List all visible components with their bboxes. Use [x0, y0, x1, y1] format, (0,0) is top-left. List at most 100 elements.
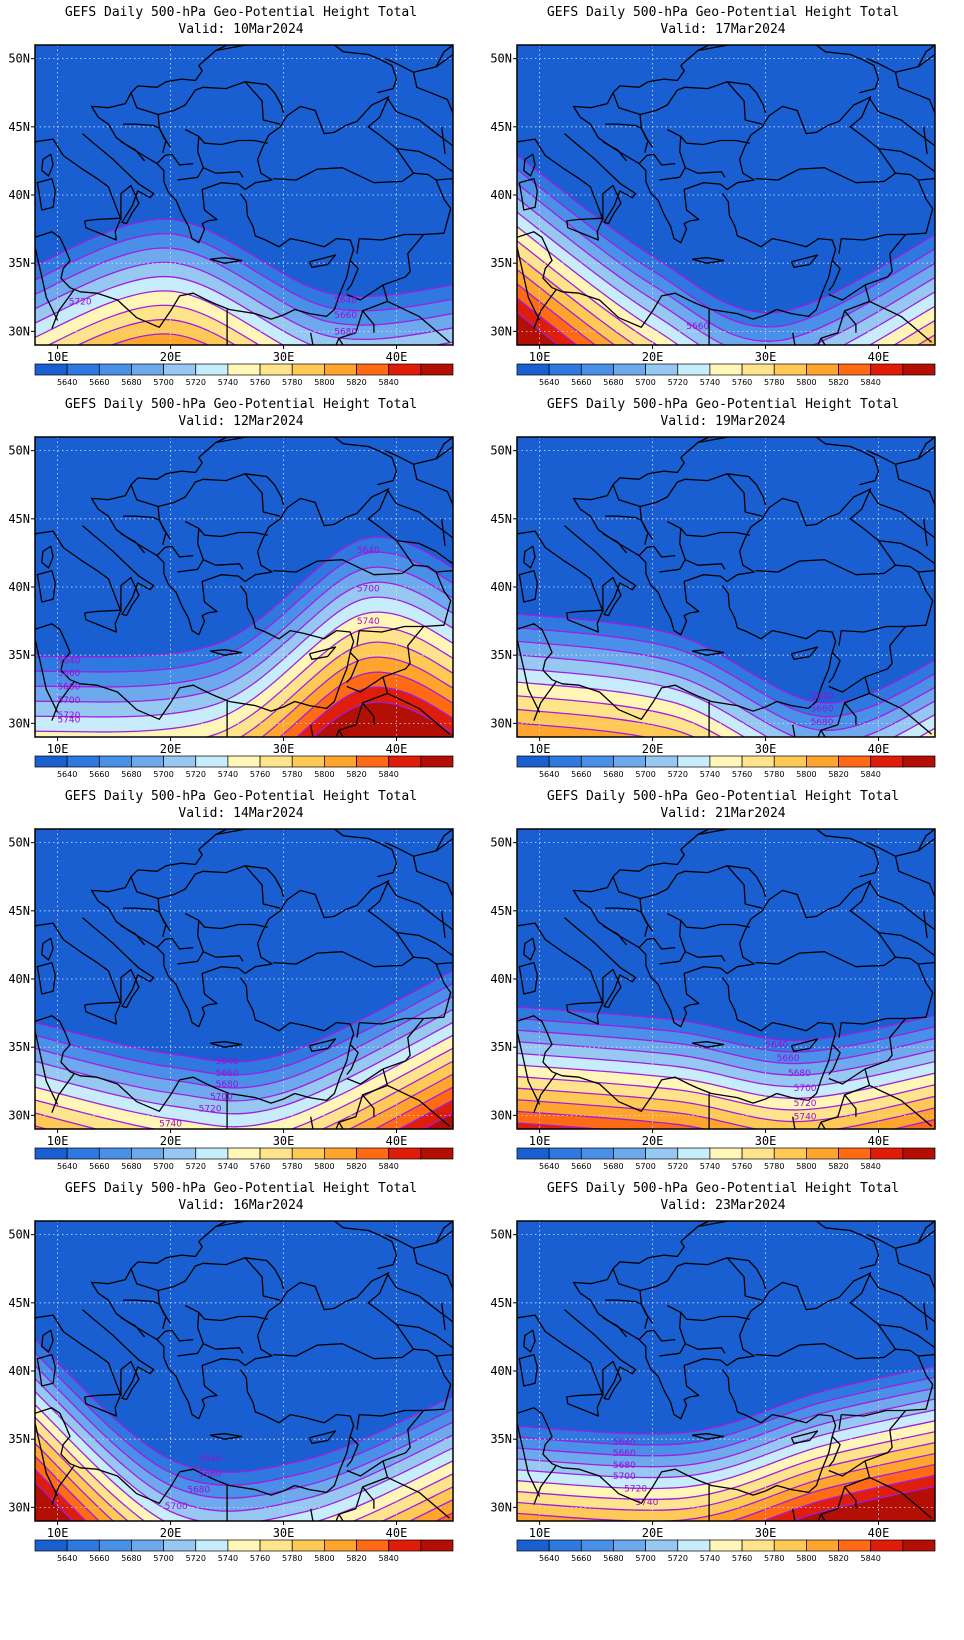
colorbar-swatch: [870, 1539, 904, 1552]
contour-line: [35, 611, 453, 733]
lon-label: 30E: [273, 1526, 295, 1540]
coastline: [838, 1022, 842, 1038]
panel-valid-date: Valid: 17Mar2024: [660, 22, 786, 37]
coastline: [36, 1353, 56, 1387]
coastline: [41, 937, 54, 961]
coastline: [653, 937, 676, 950]
colorbar-swatch: [324, 363, 357, 376]
lat-label: 30N: [490, 1500, 512, 1514]
coastline: [868, 1273, 935, 1323]
colorbar-swatch: [388, 363, 422, 376]
colorbar-swatch: [645, 755, 679, 768]
panel-valid-date: Valid: 19Mar2024: [660, 414, 786, 429]
coastline: [653, 545, 676, 558]
coastline: [820, 1094, 846, 1123]
coastline: [917, 45, 935, 68]
coastline: [412, 856, 453, 898]
colorbar-label: 5780: [764, 770, 784, 779]
contour-line: [517, 1029, 935, 1065]
coastline: [245, 473, 285, 506]
lon-label: 30E: [755, 350, 777, 364]
coastline: [566, 1001, 604, 1025]
lat-label: 50N: [490, 836, 512, 850]
contour-line: [517, 1052, 935, 1088]
colorbar-swatch: [388, 755, 422, 768]
colorbar-label: 5640: [539, 1162, 559, 1171]
lon-label: 20E: [160, 350, 182, 364]
coastline: [387, 1084, 451, 1127]
contour-line: [517, 708, 696, 737]
coastline: [691, 1041, 725, 1048]
coastline: [384, 445, 453, 465]
coastline: [158, 127, 172, 148]
colorbar-label: 5740: [700, 378, 720, 387]
coastline: [308, 1038, 337, 1052]
coastline: [346, 284, 384, 301]
lat-label: 35N: [490, 1432, 512, 1446]
coastline: [895, 172, 935, 181]
contour-label: 5700: [357, 584, 380, 594]
colorbar-label: 5720: [186, 1162, 206, 1171]
coastline: [612, 1268, 649, 1329]
coastline: [841, 1355, 934, 1417]
contour-label: 5740: [357, 617, 380, 627]
colorbar-swatch: [163, 363, 197, 376]
colorbar-label: 5740: [218, 1162, 238, 1171]
contour-label: 5660: [613, 1449, 636, 1459]
coastline: [640, 911, 654, 932]
coastline: [820, 1486, 846, 1515]
colorbar-label: 5720: [668, 378, 688, 387]
lat-label: 40N: [490, 580, 512, 594]
coastline: [346, 260, 359, 291]
contour-line: [35, 995, 453, 1089]
coastline: [157, 1257, 281, 1301]
height-map: 56405660568057005720574050N45N40N35N30N1…: [8, 828, 454, 1171]
coastline: [869, 300, 933, 343]
coastline: [346, 1460, 384, 1477]
colorbar-label: 5640: [57, 1554, 77, 1563]
contour-line: [35, 247, 453, 326]
coastline: [841, 179, 934, 241]
panel-title: GEFS Daily 500-hPa Geo-Potential Height …: [64, 397, 418, 412]
colorbar-swatch: [902, 1539, 936, 1552]
contour-line: [517, 211, 935, 345]
contour-label: 5720: [624, 1484, 647, 1494]
coastline: [566, 1393, 604, 1417]
lon-label: 40E: [868, 1134, 890, 1148]
coastline: [97, 880, 415, 1028]
contour-line: [35, 969, 453, 1063]
coastline: [895, 564, 935, 573]
coastline: [828, 1044, 841, 1075]
coastline: [691, 257, 725, 264]
coastline: [727, 865, 767, 898]
contour-label: 5700: [165, 1502, 188, 1512]
coastline: [605, 515, 642, 521]
coastline: [566, 217, 604, 241]
coastline: [158, 911, 172, 932]
coastline: [517, 585, 837, 720]
coastline: [869, 1084, 933, 1127]
panel-title: GEFS Daily 500-hPa Geo-Potential Height …: [546, 789, 900, 804]
forecast-panel: GEFS Daily 500-hPa Geo-Potential Height …: [0, 1176, 482, 1586]
colorbar-swatch: [195, 755, 229, 768]
colorbar-swatch: [98, 363, 132, 376]
coastline: [209, 649, 243, 656]
colorbar-label: 5800: [796, 770, 816, 779]
coastline: [790, 646, 819, 660]
colorbar-label: 5820: [828, 1162, 848, 1171]
colorbar-swatch: [902, 755, 936, 768]
coastline: [171, 937, 194, 950]
contour-label: 5680: [187, 1486, 210, 1496]
coastline: [517, 1030, 541, 1105]
colorbar-label: 5840: [379, 1554, 399, 1563]
colorbar-swatch: [677, 755, 711, 768]
coastline: [245, 81, 285, 114]
coastline: [346, 652, 359, 683]
lon-label: 40E: [386, 742, 408, 756]
colorbar-label: 5740: [218, 378, 238, 387]
colorbar-swatch: [870, 755, 904, 768]
contour-line: [517, 1452, 935, 1521]
coastline: [156, 153, 172, 165]
lon-label: 10E: [47, 1526, 69, 1540]
colorbar-label: 5800: [314, 770, 334, 779]
